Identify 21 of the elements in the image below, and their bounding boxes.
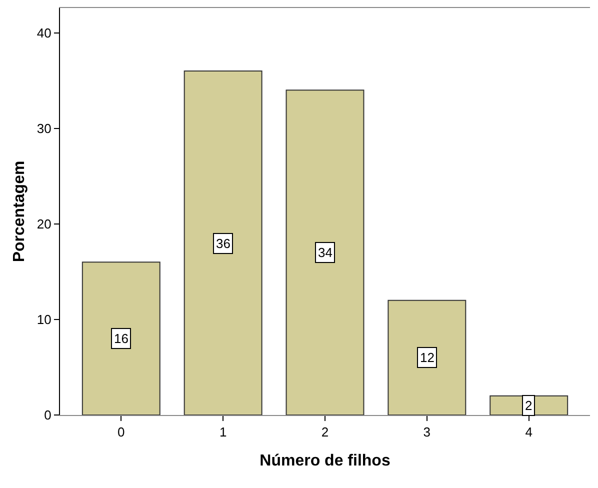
bar xyxy=(286,90,364,415)
y-tick-label: 0 xyxy=(44,408,52,423)
y-tick-label: 20 xyxy=(36,216,52,232)
bar xyxy=(82,262,160,415)
data-label: 16 xyxy=(114,331,128,346)
bar xyxy=(184,70,262,415)
y-tick-label: 10 xyxy=(36,312,52,328)
data-label: 34 xyxy=(318,245,332,260)
data-label: 12 xyxy=(420,350,434,365)
x-axis-title: Número de filhos xyxy=(260,452,390,470)
y-tick-label: 40 xyxy=(36,25,52,40)
x-tick-label: 4 xyxy=(525,424,532,440)
data-label: 2 xyxy=(525,398,532,413)
y-tick-label: 30 xyxy=(36,120,52,136)
x-tick-label: 2 xyxy=(321,424,329,440)
y-axis-title: Porcentagem xyxy=(10,160,28,262)
x-tick-label: 1 xyxy=(219,424,227,440)
x-tick-label: 3 xyxy=(423,424,431,440)
x-tick-label: 0 xyxy=(118,424,125,440)
bar xyxy=(388,300,466,415)
data-label: 36 xyxy=(216,236,230,251)
